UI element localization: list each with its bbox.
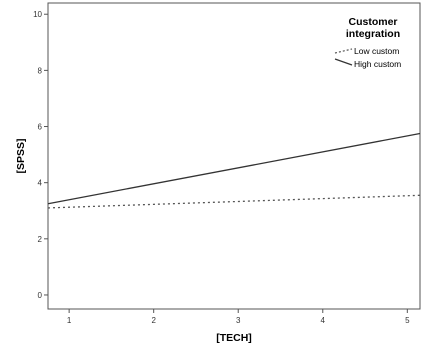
x-tick-label: 5 bbox=[405, 316, 410, 325]
y-tick-label: 8 bbox=[38, 66, 43, 75]
y-tick-label: 10 bbox=[33, 10, 42, 19]
y-tick-label: 6 bbox=[38, 123, 43, 132]
legend-label-low-custom: Low custom bbox=[354, 46, 399, 56]
x-tick-label: 3 bbox=[236, 316, 241, 325]
x-axis-ticks: 1 2 3 4 5 bbox=[67, 309, 410, 325]
plot-frame bbox=[47, 2, 421, 310]
y-tick-label: 4 bbox=[38, 179, 43, 188]
legend-swatch-low-custom bbox=[334, 48, 353, 54]
x-tick-label: 1 bbox=[67, 316, 72, 325]
y-tick-label: 0 bbox=[38, 291, 43, 300]
legend-swatch-high-custom bbox=[334, 58, 353, 66]
series-line-high-custom bbox=[47, 132, 421, 205]
x-tick-label: 2 bbox=[151, 316, 156, 325]
legend: Customer integration Low custom High cus… bbox=[334, 16, 401, 69]
legend-label-high-custom: High custom bbox=[354, 59, 401, 69]
x-tick-label: 4 bbox=[321, 316, 326, 325]
x-axis-title: [TECH] bbox=[216, 332, 252, 344]
y-tick-label: 2 bbox=[38, 235, 43, 244]
y-axis-title: [SPSS] bbox=[15, 138, 27, 173]
legend-title-line-2: integration bbox=[346, 28, 400, 40]
series-lines bbox=[47, 132, 421, 209]
legend-title-line-1: Customer bbox=[348, 16, 397, 28]
series-line-low-custom bbox=[47, 194, 421, 209]
y-axis-ticks: 0 2 4 6 8 10 bbox=[33, 10, 48, 300]
